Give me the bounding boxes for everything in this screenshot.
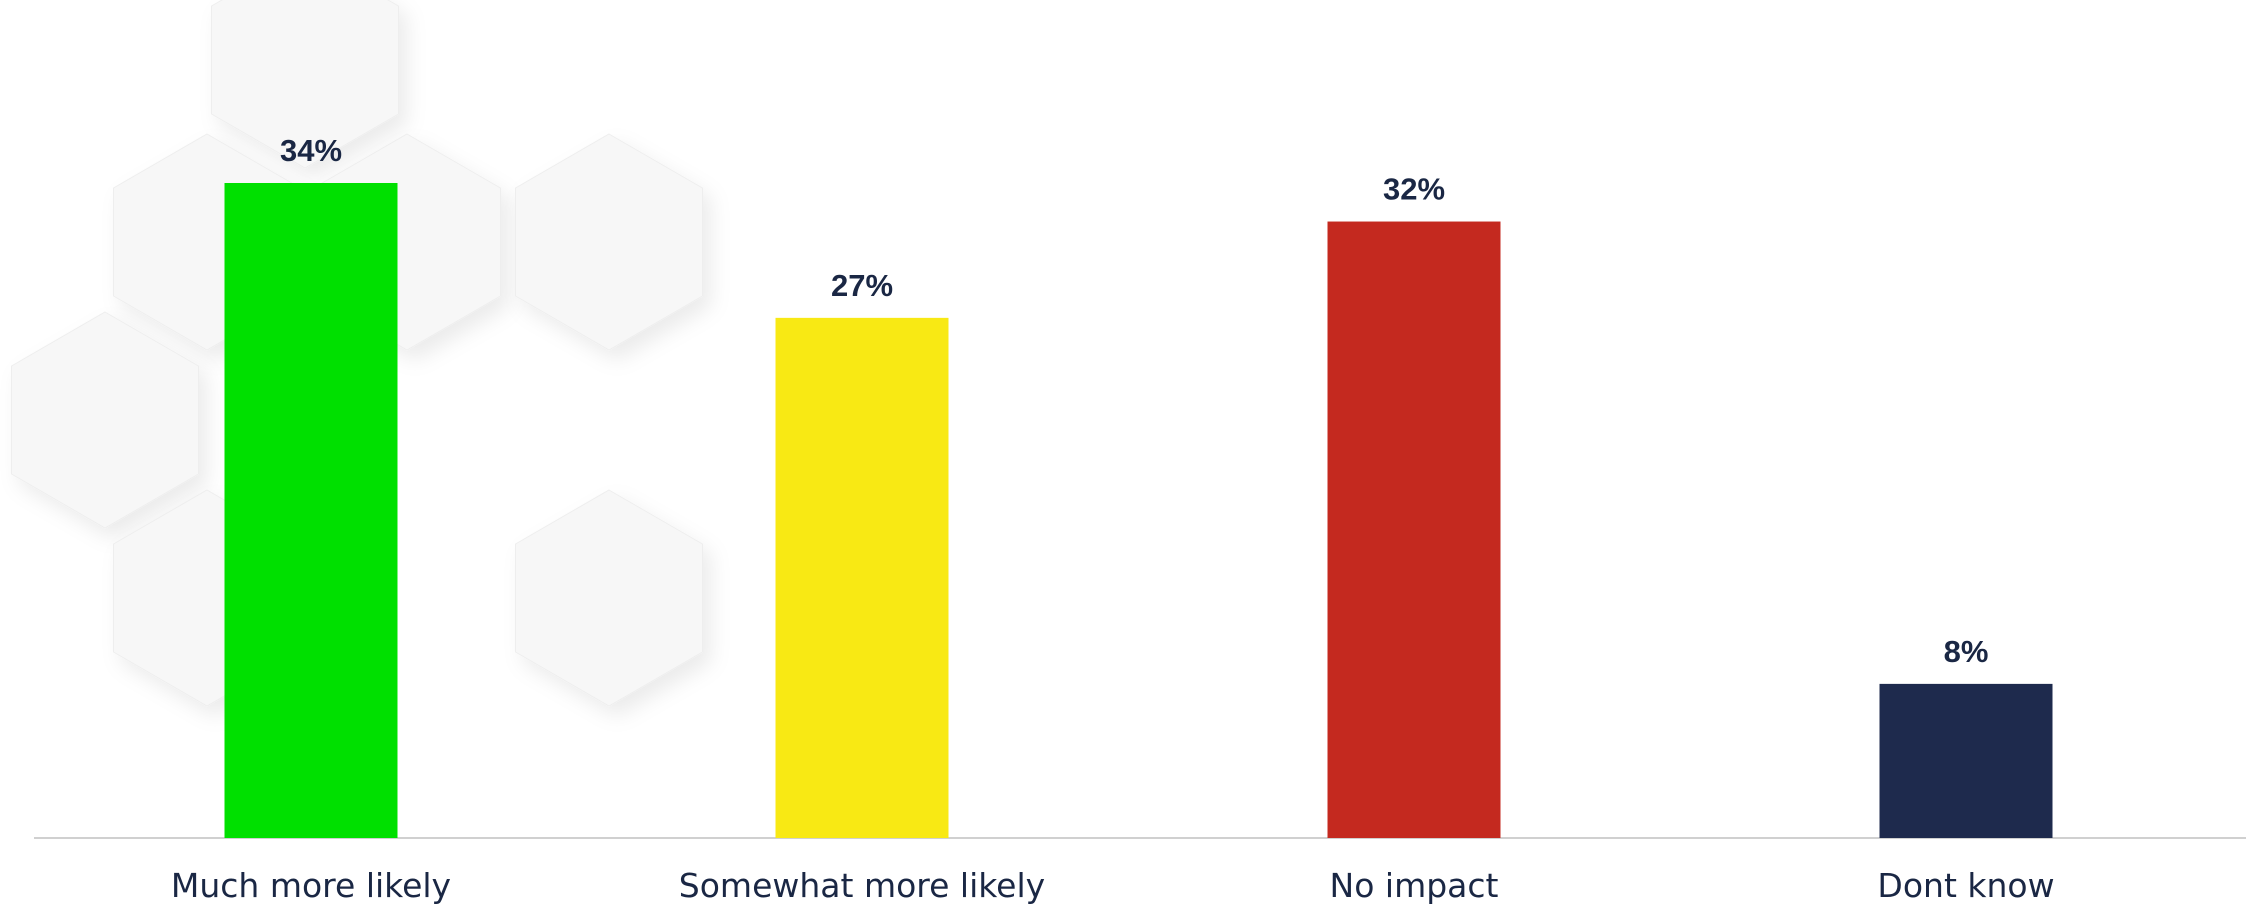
category-label: Much more likely [171, 866, 451, 905]
bar-somewhat-more-likely [775, 317, 949, 839]
category-label: Somewhat more likely [679, 866, 1045, 905]
decorative-hexagon [515, 489, 703, 707]
value-label: 8% [1944, 634, 1989, 669]
decorative-hexagon [211, 0, 399, 169]
category-label: Dont know [1877, 866, 2054, 905]
bar-dont-know [1879, 683, 2053, 838]
bar-much-more-likely [224, 183, 398, 838]
value-label: 32% [1383, 172, 1445, 207]
labels-group: 34% Much more likely 27% Somewhat more like… [171, 133, 2055, 905]
value-label: 34% [280, 133, 342, 168]
decorative-hexagon [515, 133, 703, 351]
value-label: 27% [831, 268, 893, 303]
decorative-hexagon [11, 311, 199, 529]
bar-no-impact [1327, 221, 1501, 838]
bars-group [224, 183, 2053, 839]
category-label: No impact [1330, 866, 1499, 905]
